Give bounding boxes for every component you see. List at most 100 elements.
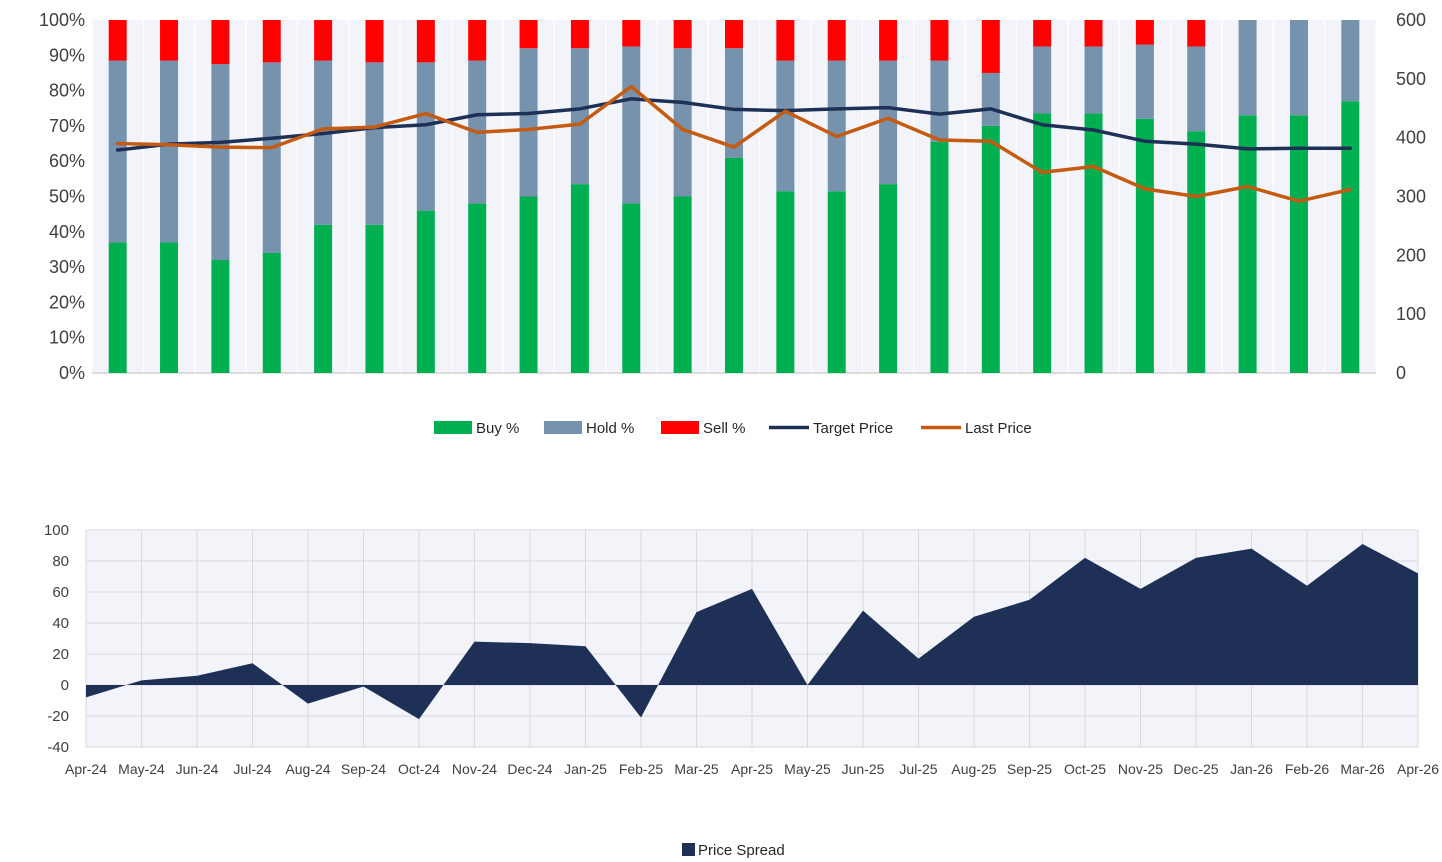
bottom-chart-legend: Price Spread xyxy=(682,842,785,859)
buy-bar xyxy=(776,191,795,373)
buy-bar xyxy=(981,125,1000,374)
sell-bar xyxy=(211,20,230,65)
y-axis-tick-label: 40 xyxy=(52,615,69,632)
hold-bar xyxy=(262,62,281,253)
x-axis-tick-label: Apr-24 xyxy=(65,761,107,777)
buy-bar xyxy=(1033,113,1052,374)
sell-bar xyxy=(468,20,487,61)
legend-label-target-price: Target Price xyxy=(813,420,893,437)
sell-bar xyxy=(981,20,1000,73)
sell-bar xyxy=(1135,20,1154,45)
price-spread-chart: 100 80 60 40 20 0 -20 -40 Apr-24 May-24 Jun-24 Jul-… xyxy=(44,522,1439,859)
left-axis-tick-label: 60% xyxy=(49,151,85,171)
right-axis-tick-label: 300 xyxy=(1396,187,1426,207)
right-axis-tick-label: 600 xyxy=(1396,10,1426,30)
x-axis-tick-label: Jun-24 xyxy=(176,761,219,777)
sell-bar xyxy=(314,20,333,61)
buy-bar xyxy=(1341,101,1360,373)
hold-bar xyxy=(827,60,846,192)
sell-bar xyxy=(776,20,795,61)
hold-bar xyxy=(570,48,589,185)
sell-bar xyxy=(570,20,589,49)
left-axis-tick-label: 100% xyxy=(39,10,85,30)
sell-bar xyxy=(365,20,384,63)
buy-bar xyxy=(314,224,333,373)
legend-label-buy--: Buy % xyxy=(476,420,519,437)
y-axis-tick-label: -40 xyxy=(47,739,69,756)
left-axis-tick-label: 10% xyxy=(49,328,85,348)
buy-bar xyxy=(827,191,846,373)
hold-bar xyxy=(519,48,538,197)
x-axis-tick-label: Nov-24 xyxy=(452,761,497,777)
left-axis-tick-label: 30% xyxy=(49,257,85,277)
hold-bar xyxy=(725,48,743,158)
sell-bar xyxy=(930,20,949,61)
buy-bar xyxy=(1187,131,1206,373)
hold-bar xyxy=(314,60,333,225)
hold-bar xyxy=(416,62,435,211)
hold-bar xyxy=(622,46,641,204)
buy-bar xyxy=(1289,115,1308,373)
y-axis-tick-label: 60 xyxy=(52,584,69,601)
last-price-line xyxy=(115,84,1353,203)
left-axis-tick-label: 90% xyxy=(49,45,85,65)
legend-label-hold--: Hold % xyxy=(586,420,634,437)
right-axis-tick-label: 400 xyxy=(1396,128,1426,148)
left-axis-tick-label: 40% xyxy=(49,222,85,242)
x-axis-tick-label: Oct-25 xyxy=(1064,761,1106,777)
right-axis-tick-label: 0 xyxy=(1396,363,1406,383)
hold-bar xyxy=(365,62,384,225)
hold-bar xyxy=(930,60,949,142)
sell-bar xyxy=(725,20,743,49)
sell-bar xyxy=(108,20,127,61)
buy-bar xyxy=(365,224,384,373)
buy-bar xyxy=(673,196,692,373)
x-axis-tick-label: Jun-25 xyxy=(842,761,885,777)
right-axis-tick-label: 200 xyxy=(1396,245,1426,265)
hold-bar xyxy=(776,60,795,192)
buy-bar xyxy=(879,184,898,373)
x-axis-tick-label: Mar-25 xyxy=(674,761,719,777)
sell-bar xyxy=(416,20,435,63)
sell-bar xyxy=(1033,20,1052,47)
hold-bar xyxy=(673,48,692,197)
legend-label-price-spread: Price Spread xyxy=(698,842,785,859)
left-axis-tick-label: 0% xyxy=(59,363,85,383)
y-axis-tick-label: 20 xyxy=(52,646,69,663)
legend-swatch-buy-- xyxy=(434,421,472,434)
x-axis-tick-label: Apr-26 xyxy=(1397,761,1439,777)
buy-bar xyxy=(160,242,179,373)
sell-bar xyxy=(827,20,846,61)
analyst-ratings-chart: 100% 90% 80% 70% 60% 50% 40% 30% 20% 10% 0% 600 500 4… xyxy=(39,10,1426,437)
buy-bar xyxy=(1084,113,1103,374)
x-axis-tick-label: May-24 xyxy=(118,761,165,777)
left-axis-tick-label: 80% xyxy=(49,81,85,101)
price-spread-area xyxy=(86,543,1418,720)
x-axis-tick-label: Feb-26 xyxy=(1285,761,1330,777)
sell-bar xyxy=(1084,20,1103,47)
sell-bar xyxy=(519,20,538,49)
hold-bar xyxy=(1135,44,1154,119)
x-axis-tick-label: Aug-24 xyxy=(285,761,330,777)
hold-bar xyxy=(1033,46,1052,114)
right-axis-tick-label: 500 xyxy=(1396,69,1426,89)
legend-label-last-price: Last Price xyxy=(965,420,1032,437)
legend-label-sell--: Sell % xyxy=(703,420,746,437)
buy-bar xyxy=(519,196,538,373)
legend-swatch-sell-- xyxy=(661,421,699,434)
buy-bar xyxy=(1135,118,1154,373)
left-axis-tick-label: 20% xyxy=(49,292,85,312)
buy-bar xyxy=(211,260,230,373)
hold-bar xyxy=(1084,46,1103,114)
hold-bar xyxy=(160,60,179,243)
hold-bar xyxy=(211,64,230,261)
sell-bar xyxy=(160,20,179,61)
x-axis-tick-label: Mar-26 xyxy=(1340,761,1385,777)
x-axis-tick-label: Apr-25 xyxy=(731,761,773,777)
buy-bar xyxy=(108,242,127,373)
hold-bar xyxy=(1289,20,1308,116)
x-axis-tick-label: Aug-25 xyxy=(951,761,996,777)
y-axis-tick-label: 100 xyxy=(44,522,69,539)
sell-bar xyxy=(262,20,281,63)
